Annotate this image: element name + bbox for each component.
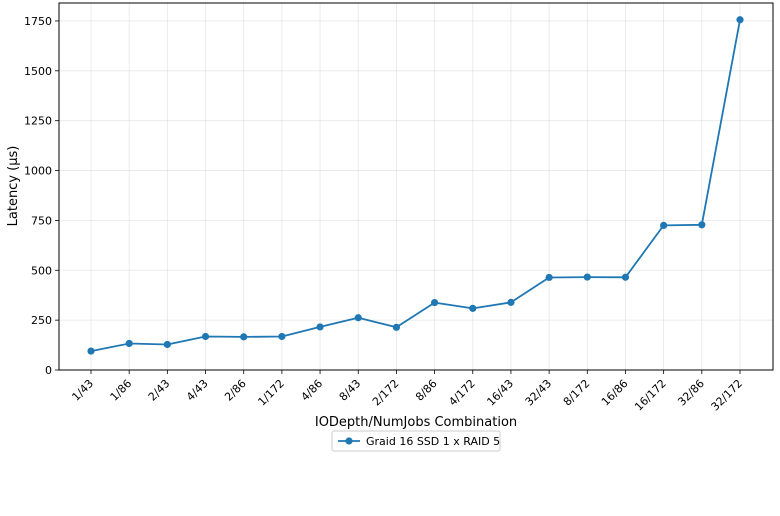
data-point [545,273,553,282]
x-tick-label: 8/43 [337,377,364,404]
y-axis-title: Latency (µs) [6,146,21,227]
x-tick-label: 32/86 [675,377,707,409]
data-point [240,333,248,341]
y-tick-label: 250 [31,314,52,327]
x-tick-label: 8/172 [561,377,593,409]
data-point [736,16,744,24]
data-point [507,298,515,306]
x-axis-title: IODepth/NumJobs Combination [315,415,517,430]
data-point [201,332,210,341]
data-point [660,221,668,229]
x-tick-label: 1/172 [255,377,287,409]
x-tick-label: 32/172 [709,377,746,414]
data-point [278,332,286,341]
x-axis: 1/43 1/86 2/43 4/43 2/86 1/172 4/86 8/43 2/172 8/… [69,370,745,413]
data-point [163,340,171,349]
y-tick-label: 750 [31,214,52,227]
x-tick-label: 4/86 [299,377,326,404]
x-tick-label: 2/172 [370,377,402,409]
grid [59,3,773,371]
data-point [392,323,401,331]
data-point [583,273,591,281]
data-point [469,304,477,312]
data-point [354,314,362,322]
y-tick-label: 1750 [24,15,52,28]
x-tick-label: 2/86 [222,377,249,404]
y-tick-label: 1500 [24,65,52,78]
y-axis: 0 250 500 750 1000 1250 1500 1750 [24,15,59,377]
plot-frame [58,2,774,371]
x-tick-label: 4/43 [184,377,211,404]
data-point [698,221,706,229]
x-tick-label: 32/43 [523,377,555,409]
x-tick-label: 2/43 [146,377,173,404]
x-tick-label: 16/43 [484,377,516,409]
y-tick-label: 1250 [24,115,52,128]
y-tick-label: 500 [31,264,52,277]
x-tick-label: 1/43 [69,377,96,404]
x-tick-label: 1/86 [108,377,135,404]
data-point [87,347,95,355]
y-tick-label: 0 [45,364,52,377]
data-point [125,339,133,348]
data-point [621,273,630,281]
x-tick-label: 4/172 [446,377,478,409]
x-tick-label: 16/86 [599,377,631,409]
legend-box [331,430,501,452]
legend: Graid 16 SSD 1 x RAID 5 [331,430,501,452]
data-point [316,323,324,331]
x-tick-label: 8/86 [413,377,440,404]
legend-label: Graid 16 SSD 1 x RAID 5 [366,435,500,448]
legend-point-marker [345,437,353,445]
y-tick-label: 1000 [24,165,52,178]
x-tick-label: 16/172 [632,377,669,414]
series-layer [87,16,744,355]
data-point [430,298,439,307]
series-line [90,19,741,352]
